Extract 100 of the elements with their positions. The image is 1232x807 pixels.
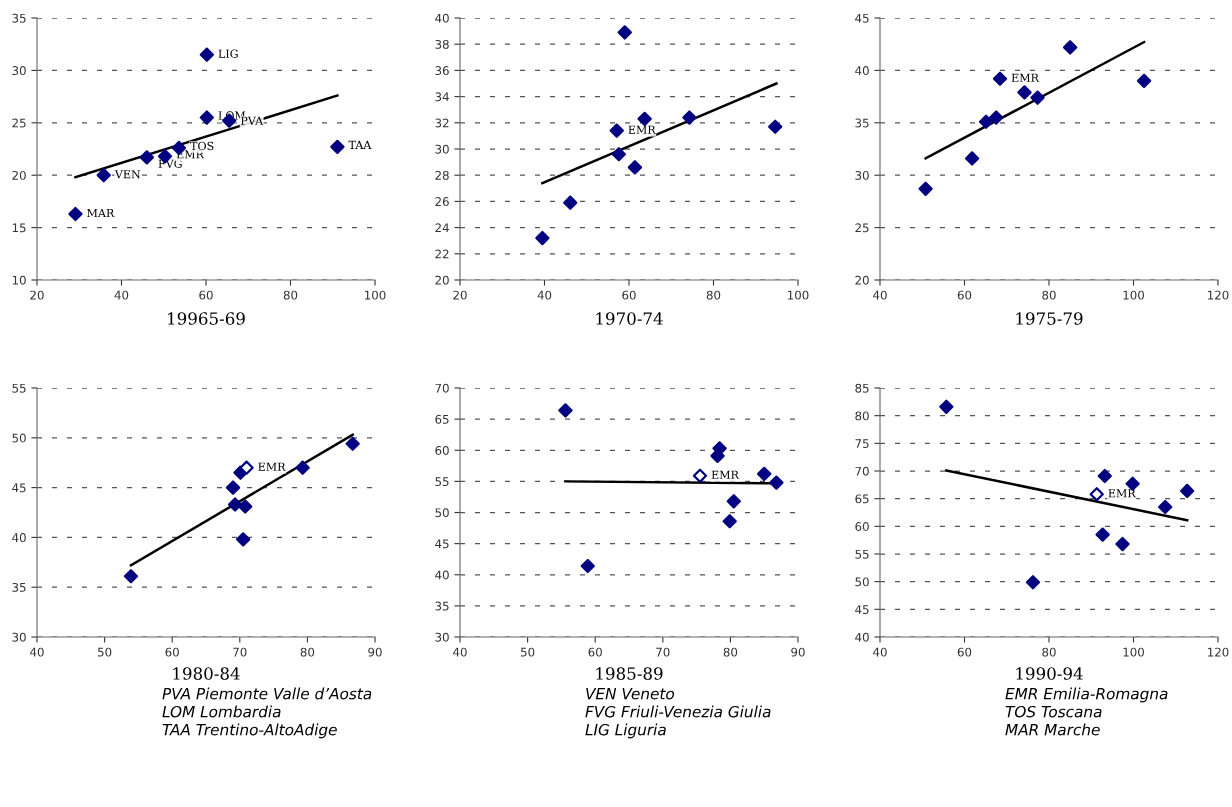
y-tick-label: 50 bbox=[12, 433, 26, 443]
annotation: EMR bbox=[1011, 73, 1040, 82]
text: 1970-74 bbox=[596, 312, 663, 325]
x-tick-label: 120 bbox=[1208, 647, 1229, 657]
x-tick-label: 40 bbox=[114, 290, 129, 300]
text: EMR Emilia-Romagna bbox=[1005, 687, 1168, 703]
x-tick-label: 80 bbox=[1042, 647, 1056, 657]
text: TAA Trentino-AltoAdige bbox=[162, 723, 337, 739]
annotation: EMR bbox=[1108, 489, 1136, 498]
y-tick-label: 35 bbox=[12, 582, 26, 592]
text: FVG Friuli-Venezia Giulia bbox=[585, 705, 771, 718]
y-tick-label: 50 bbox=[435, 508, 449, 518]
text: 19965-69 bbox=[168, 312, 245, 325]
y-tick-label: 30 bbox=[12, 66, 26, 76]
y-tick-label: 65 bbox=[855, 494, 869, 504]
x-tick-label: 60 bbox=[588, 647, 602, 657]
x-tick-label: 100 bbox=[1123, 290, 1144, 300]
y-tick-label: 15 bbox=[12, 223, 26, 233]
x-tick-label: 40 bbox=[873, 290, 887, 300]
y-tick-label: 55 bbox=[855, 549, 869, 559]
x-tick-label: 40 bbox=[537, 290, 552, 300]
x-tick-label: 60 bbox=[957, 290, 972, 300]
annotation: EMR bbox=[628, 125, 656, 134]
x-tick-label: 20 bbox=[453, 290, 467, 300]
y-tick-label: 20 bbox=[855, 275, 869, 285]
annotation: LIG bbox=[218, 49, 238, 58]
text: TOS Toscana bbox=[1005, 705, 1102, 718]
y-tick-label: 20 bbox=[435, 275, 449, 285]
annotation: VEN bbox=[114, 170, 141, 179]
y-tick-label: 35 bbox=[855, 118, 869, 128]
y-tick-label: 28 bbox=[435, 170, 449, 180]
y-tick-label: 34 bbox=[435, 92, 449, 102]
x-tick-label: 20 bbox=[30, 290, 44, 300]
y-tick-label: 10 bbox=[12, 275, 26, 285]
y-tick-label: 60 bbox=[435, 445, 449, 455]
annotation: EMR bbox=[711, 470, 740, 479]
x-tick-label: 100 bbox=[365, 290, 386, 300]
annotation: MAR bbox=[87, 208, 115, 218]
y-tick-label: 40 bbox=[855, 632, 869, 642]
y-tick-label: 30 bbox=[12, 632, 26, 642]
text: MAR Marche bbox=[1005, 723, 1100, 736]
y-tick-label: 55 bbox=[12, 383, 26, 393]
x-tick-label: 80 bbox=[706, 290, 721, 300]
y-tick-label: 70 bbox=[855, 466, 869, 476]
x-tick-label: 60 bbox=[957, 647, 972, 657]
text: 1990-94 bbox=[1016, 667, 1083, 680]
y-tick-label: 50 bbox=[855, 577, 869, 587]
y-tick-label: 36 bbox=[435, 66, 449, 76]
y-tick-label: 45 bbox=[855, 13, 869, 23]
x-tick-label: 40 bbox=[30, 647, 44, 657]
x-tick-label: 50 bbox=[521, 647, 535, 657]
y-tick-label: 55 bbox=[435, 477, 449, 487]
x-tick-label: 50 bbox=[98, 647, 112, 657]
x-tick-label: 80 bbox=[1042, 290, 1056, 300]
x-tick-label: 90 bbox=[368, 647, 382, 657]
annotation: EMR bbox=[258, 462, 286, 471]
y-tick-label: 60 bbox=[855, 522, 869, 531]
x-tick-label: 90 bbox=[791, 647, 805, 657]
annotation: TAA bbox=[348, 140, 372, 149]
x-tick-label: 70 bbox=[233, 647, 247, 657]
y-tick-label: 32 bbox=[435, 118, 449, 128]
y-tick-label: 65 bbox=[435, 414, 449, 424]
y-tick-label: 38 bbox=[435, 39, 449, 49]
y-tick-label: 22 bbox=[435, 249, 449, 259]
x-tick-label: 80 bbox=[300, 647, 315, 657]
y-tick-label: 45 bbox=[855, 605, 869, 614]
x-tick-label: 60 bbox=[165, 647, 179, 657]
x-tick-label: 60 bbox=[199, 290, 213, 300]
x-tick-label: 70 bbox=[656, 647, 670, 657]
text: 1975-79 bbox=[1016, 312, 1083, 325]
y-tick-label: 25 bbox=[855, 223, 869, 233]
y-tick-label: 25 bbox=[12, 118, 26, 128]
x-tick-label: 120 bbox=[1208, 290, 1229, 300]
y-tick-label: 40 bbox=[12, 533, 26, 543]
x-tick-label: 80 bbox=[723, 647, 738, 657]
y-tick-label: 40 bbox=[435, 13, 449, 23]
x-tick-label: 80 bbox=[283, 290, 298, 300]
text: VEN Veneto bbox=[586, 688, 675, 700]
text: 1985-89 bbox=[596, 667, 663, 680]
text: PVA Piemonte Valle d’Aosta bbox=[162, 687, 372, 700]
x-tick-label: 60 bbox=[622, 290, 636, 300]
y-tick-label: 35 bbox=[435, 601, 449, 611]
x-tick-label: 40 bbox=[453, 647, 467, 657]
y-tick-label: 45 bbox=[12, 483, 26, 493]
y-tick-label: 75 bbox=[855, 439, 869, 448]
x-tick-label: 100 bbox=[1123, 647, 1144, 657]
y-tick-label: 24 bbox=[435, 223, 449, 233]
x-tick-label: 40 bbox=[873, 647, 887, 657]
x-tick-label: 100 bbox=[788, 290, 809, 300]
y-tick-label: 40 bbox=[435, 570, 449, 580]
y-tick-label: 80 bbox=[855, 411, 869, 421]
annotation: TOS bbox=[190, 141, 214, 151]
text: LIG Liguria bbox=[585, 723, 666, 739]
text: 1980-84 bbox=[173, 667, 240, 680]
y-tick-label: 40 bbox=[855, 66, 869, 76]
y-tick-label: 70 bbox=[435, 383, 449, 393]
y-tick-label: 20 bbox=[12, 170, 26, 180]
y-tick-label: 30 bbox=[855, 170, 869, 180]
text: LOM Lombardia bbox=[162, 705, 281, 718]
y-tick-label: 30 bbox=[435, 632, 449, 642]
